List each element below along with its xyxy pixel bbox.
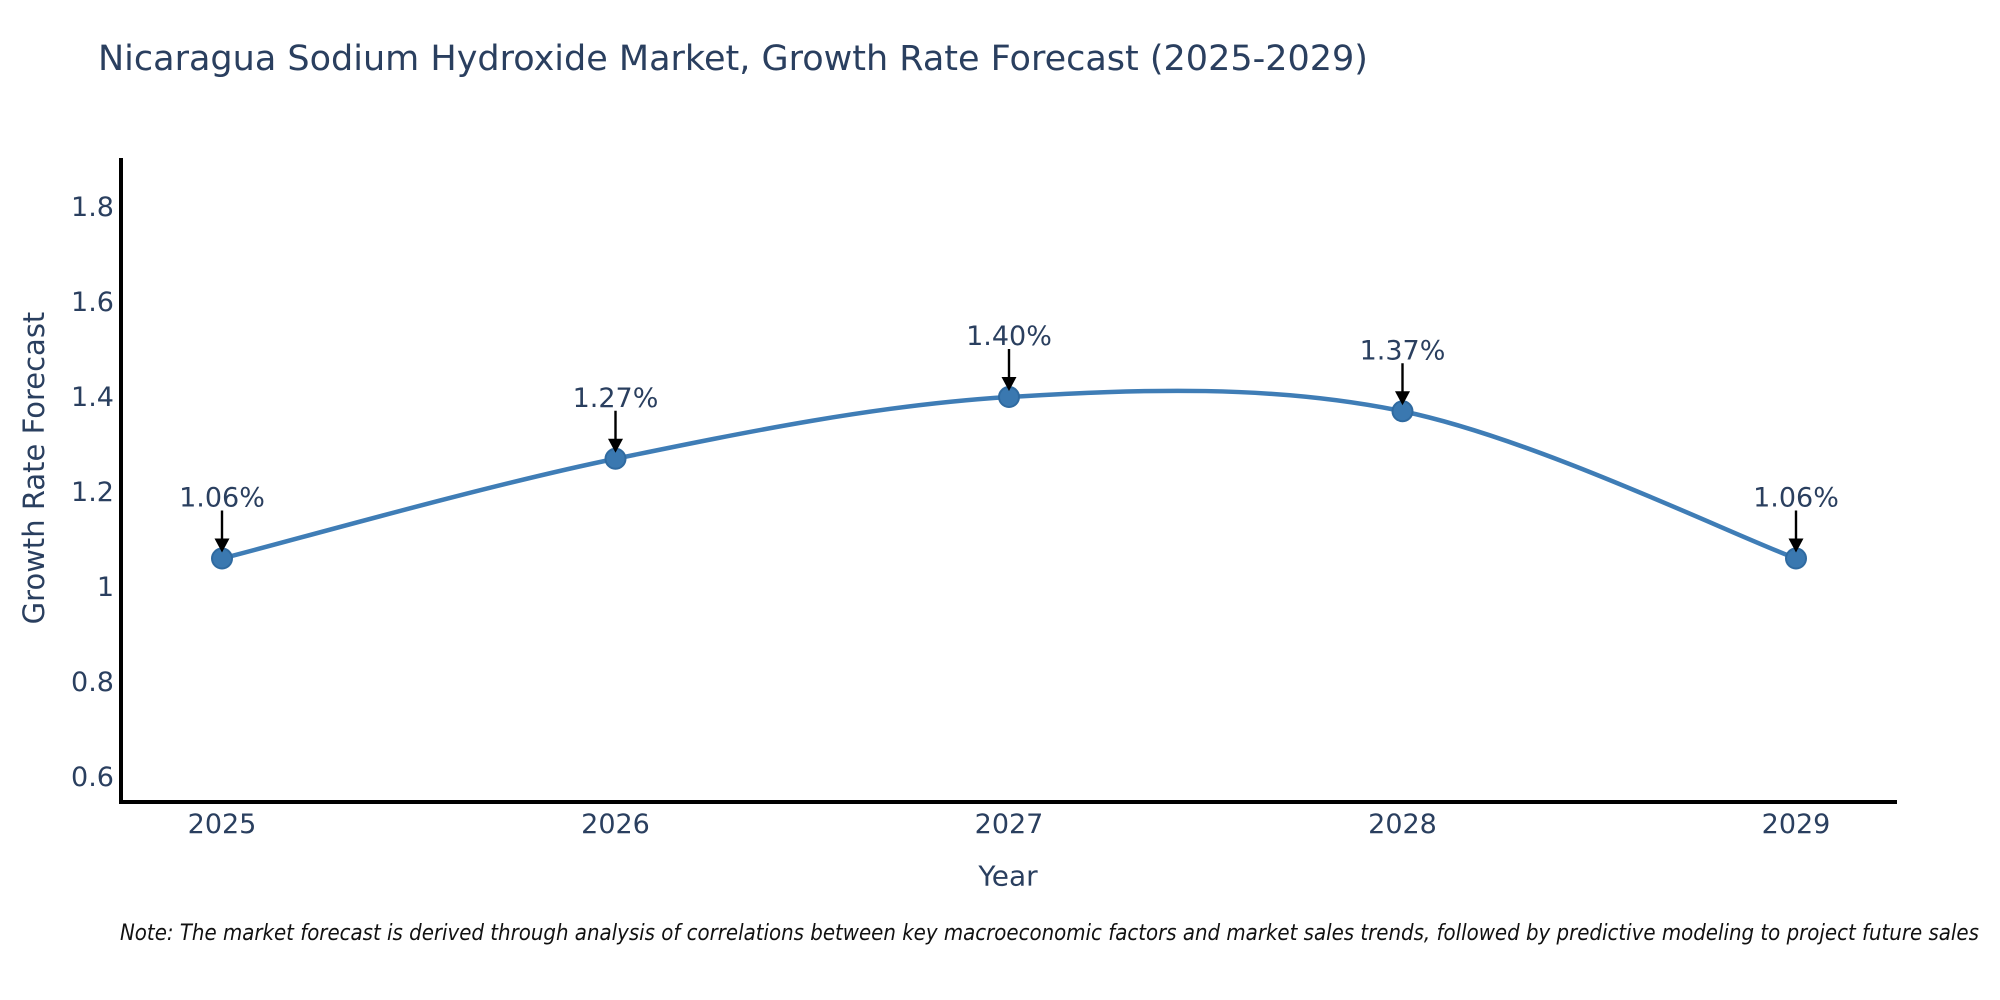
chart-title: Nicaragua Sodium Hydroxide Market, Growt… — [98, 39, 1368, 79]
x-axis-title: Year — [978, 859, 1038, 893]
y-tick-label: 1.4 — [71, 382, 114, 413]
data-point-label: 1.40% — [966, 321, 1052, 352]
footnote: Note: The market forecast is derived thr… — [120, 920, 1979, 946]
forecast-line — [219, 388, 1799, 561]
x-tick-label: 2026 — [581, 809, 650, 840]
data-point-label: 1.06% — [1753, 483, 1839, 514]
x-tick-label: 2025 — [188, 809, 257, 840]
annotation-arrowhead-icon — [214, 538, 230, 553]
x-tick-label: 2027 — [975, 809, 1044, 840]
y-tick-label: 0.8 — [71, 667, 114, 698]
x-tick-label: 2029 — [1762, 809, 1831, 840]
y-tick-label: 1.2 — [71, 477, 114, 508]
data-point-label: 1.27% — [573, 383, 659, 414]
data-point-label: 1.37% — [1360, 335, 1446, 366]
y-tick-label: 0.6 — [71, 762, 114, 793]
annotation-arrowhead-icon — [1001, 377, 1017, 391]
y-tick-label: 1.6 — [71, 287, 114, 318]
annotation-arrowhead-icon — [608, 438, 623, 453]
y-tick-label: 1 — [97, 572, 114, 603]
data-point-label: 1.06% — [179, 483, 265, 514]
annotation-arrowhead-icon — [1788, 538, 1804, 553]
x-tick-label: 2028 — [1368, 809, 1437, 840]
y-axis-title: Growth Rate Forecast — [17, 311, 51, 625]
annotation-arrowhead-icon — [1395, 391, 1410, 406]
y-tick-label: 1.8 — [71, 192, 114, 223]
